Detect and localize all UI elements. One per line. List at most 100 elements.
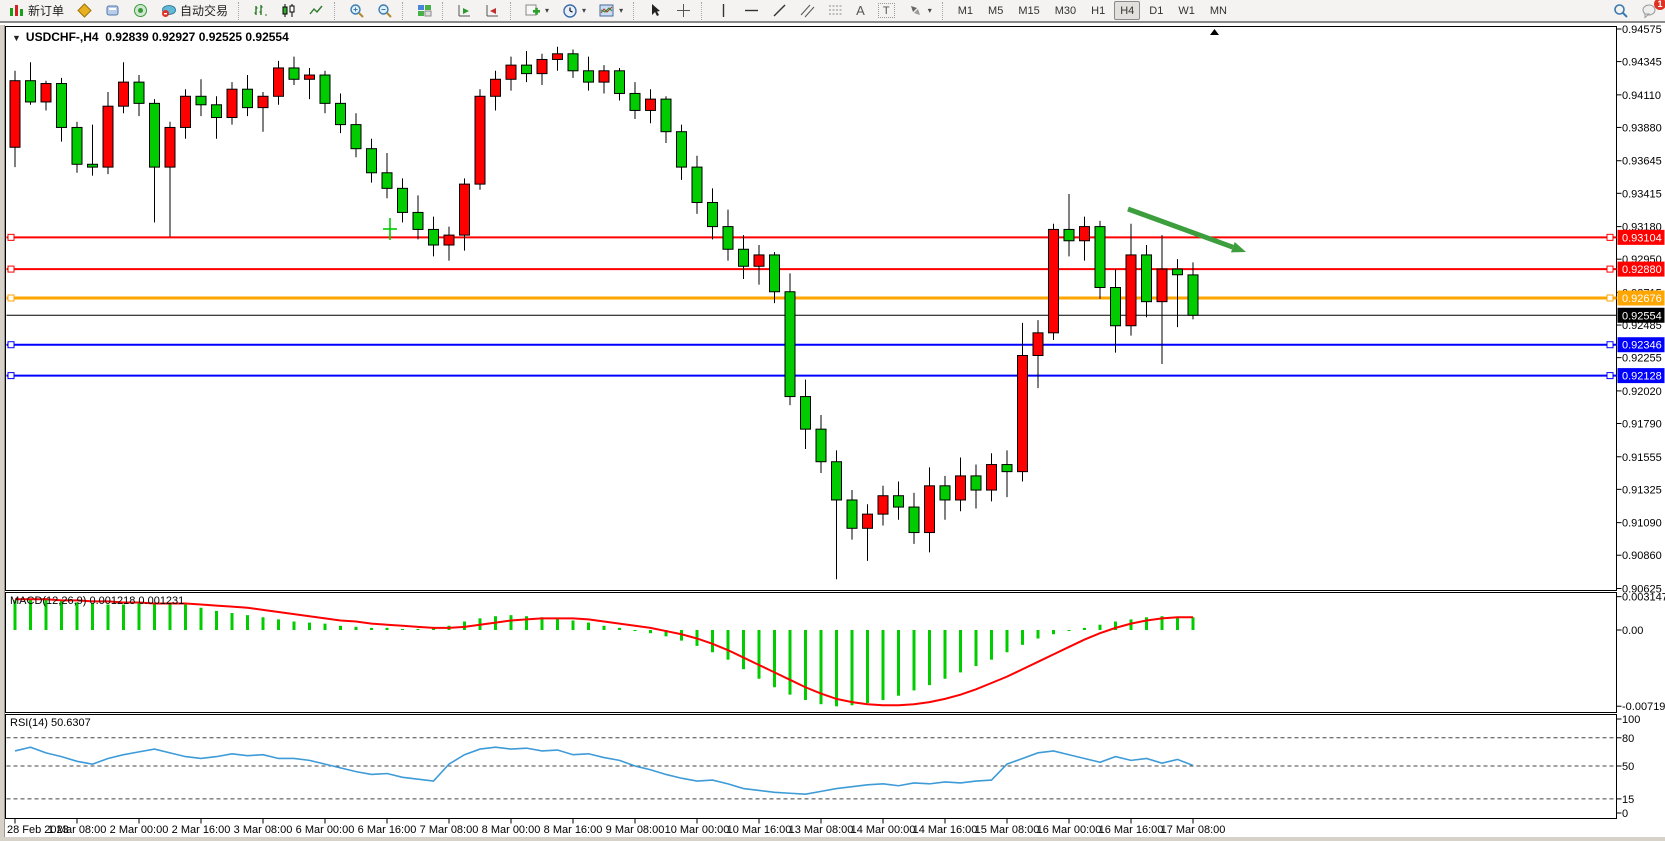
line-anchor-handle[interactable]	[7, 341, 15, 349]
line-price-label-box	[1617, 261, 1665, 277]
timeframe-h4[interactable]: H4	[1114, 1, 1141, 20]
macd-histogram-bar	[618, 627, 621, 630]
timeframe-m30[interactable]: M30	[1054, 4, 1077, 17]
candle-body	[1110, 287, 1121, 327]
auto-trade-button[interactable]: 自动交易	[156, 1, 233, 20]
left-edge-strip	[0, 25, 5, 841]
market-watch-button[interactable]	[72, 1, 97, 20]
timeframe-h1[interactable]: H1	[1091, 4, 1106, 17]
line-anchor-handle[interactable]	[1606, 294, 1614, 302]
line-anchor-handle[interactable]	[7, 294, 15, 302]
periods-button[interactable]: ▾	[557, 1, 591, 20]
tile-windows-button[interactable]	[412, 1, 437, 20]
line-price-label: 0.92676	[1622, 293, 1662, 305]
candle-body	[257, 95, 269, 109]
line-anchor-handle[interactable]	[1606, 233, 1614, 241]
candlestick-chart-button[interactable]	[276, 1, 301, 20]
label-tool-button[interactable]: T	[873, 1, 900, 20]
zoom-out-button[interactable]	[372, 1, 397, 20]
line-anchor-handle[interactable]	[1606, 341, 1614, 349]
line-anchor-handle[interactable]	[7, 372, 15, 380]
vertical-line-icon	[716, 3, 731, 18]
channel-button[interactable]	[795, 1, 820, 20]
price-axis-label: 0.90625	[1622, 584, 1662, 596]
macd-histogram-bar	[432, 627, 435, 630]
candle-body	[71, 126, 83, 165]
macd-histogram-bar	[153, 602, 156, 630]
line-chart-button[interactable]	[304, 1, 329, 20]
candle-body	[1032, 332, 1044, 356]
macd-histogram-bar	[339, 625, 342, 630]
chart-shift-button[interactable]	[480, 1, 505, 20]
templates-button[interactable]: ▾	[594, 1, 628, 20]
candle-body	[397, 187, 408, 213]
scroll-position-icon[interactable]	[1210, 29, 1219, 35]
text-tool-button[interactable]: A	[851, 1, 870, 20]
macd-histogram-bar	[416, 628, 420, 630]
candle-body	[87, 163, 98, 168]
trend-arrow-line[interactable]	[1127, 206, 1234, 250]
candle-body	[738, 248, 749, 267]
line-price-label-box	[1617, 337, 1665, 353]
price-axis-label: 0.91090	[1622, 518, 1662, 530]
macd-histogram-bar	[13, 600, 17, 630]
auto-scroll-button[interactable]	[452, 1, 477, 20]
timeframe-w1[interactable]: W1	[1178, 4, 1195, 17]
crosshair-icon	[676, 3, 691, 18]
timeframe-mn[interactable]: MN	[1209, 4, 1227, 17]
candle-body	[56, 83, 67, 128]
dropdown-arrow-icon: ▾	[619, 6, 624, 15]
candle-body	[1156, 268, 1168, 303]
macd-histogram-bar	[664, 630, 668, 637]
line-anchor-handle[interactable]	[1606, 372, 1614, 380]
vertical-line-button[interactable]	[711, 1, 736, 20]
candle-body	[149, 102, 160, 168]
trendline-button[interactable]	[767, 1, 792, 20]
time-axis-label: 6 Mar 00:00	[296, 824, 355, 836]
fibonacci-button[interactable]	[823, 1, 848, 20]
macd-histogram-bar	[990, 630, 993, 660]
macd-histogram-bar	[1129, 619, 1133, 630]
main-chart-panel[interactable]	[5, 26, 1617, 591]
line-price-label-box	[1617, 368, 1665, 384]
zoom-in-button[interactable]	[344, 1, 369, 20]
crosshair-button[interactable]	[671, 1, 696, 20]
cursor-button[interactable]	[643, 1, 668, 20]
chat-icon	[1641, 3, 1656, 19]
rsi-axis-label: 0	[1622, 808, 1628, 820]
horizontal-line-button[interactable]	[739, 1, 764, 20]
notification-badge: 1	[1654, 0, 1665, 10]
macd-histogram-bar	[44, 598, 48, 630]
bar-chart-button[interactable]	[248, 1, 273, 20]
line-anchor-handle[interactable]	[7, 233, 15, 241]
toolbar-separator	[510, 1, 515, 20]
data-window-button[interactable]	[100, 1, 125, 20]
rsi-indicator-label: RSI(14) 50.6307	[10, 717, 91, 729]
search-button[interactable]	[1608, 1, 1633, 20]
new-order-button[interactable]: 新订单	[4, 1, 69, 20]
line-anchor-handle[interactable]	[7, 265, 15, 273]
signals-button[interactable]	[128, 1, 153, 20]
macd-histogram-bar	[277, 619, 280, 630]
arrows-tool-button[interactable]: ▾	[903, 1, 937, 20]
line-anchor-handle[interactable]	[1606, 265, 1614, 273]
main-toolbar: 新订单 自动交易	[0, 0, 1665, 23]
trend-arrow-head[interactable]	[1230, 242, 1246, 253]
macd-panel[interactable]	[5, 592, 1617, 713]
macd-histogram-bar	[354, 626, 358, 630]
macd-histogram-bar	[525, 616, 528, 630]
time-axis-label: 8 Mar 16:00	[544, 824, 603, 836]
timeframe-m15[interactable]: M15	[1018, 4, 1040, 17]
dropdown-arrow-icon: ▾	[582, 6, 587, 15]
indicators-button[interactable]: ▾	[520, 1, 554, 20]
timeframe-m5[interactable]: M5	[988, 4, 1004, 17]
chat-button[interactable]: 1	[1636, 0, 1665, 20]
macd-histogram-bar	[881, 630, 885, 700]
candle-body	[815, 428, 827, 463]
timeframe-d1[interactable]: D1	[1149, 4, 1164, 17]
symbol-dropdown-icon[interactable]: ▼	[12, 33, 21, 43]
macd-histogram-bar	[633, 630, 637, 632]
macd-histogram-bar	[835, 630, 838, 707]
timeframe-m1[interactable]: M1	[957, 4, 974, 17]
